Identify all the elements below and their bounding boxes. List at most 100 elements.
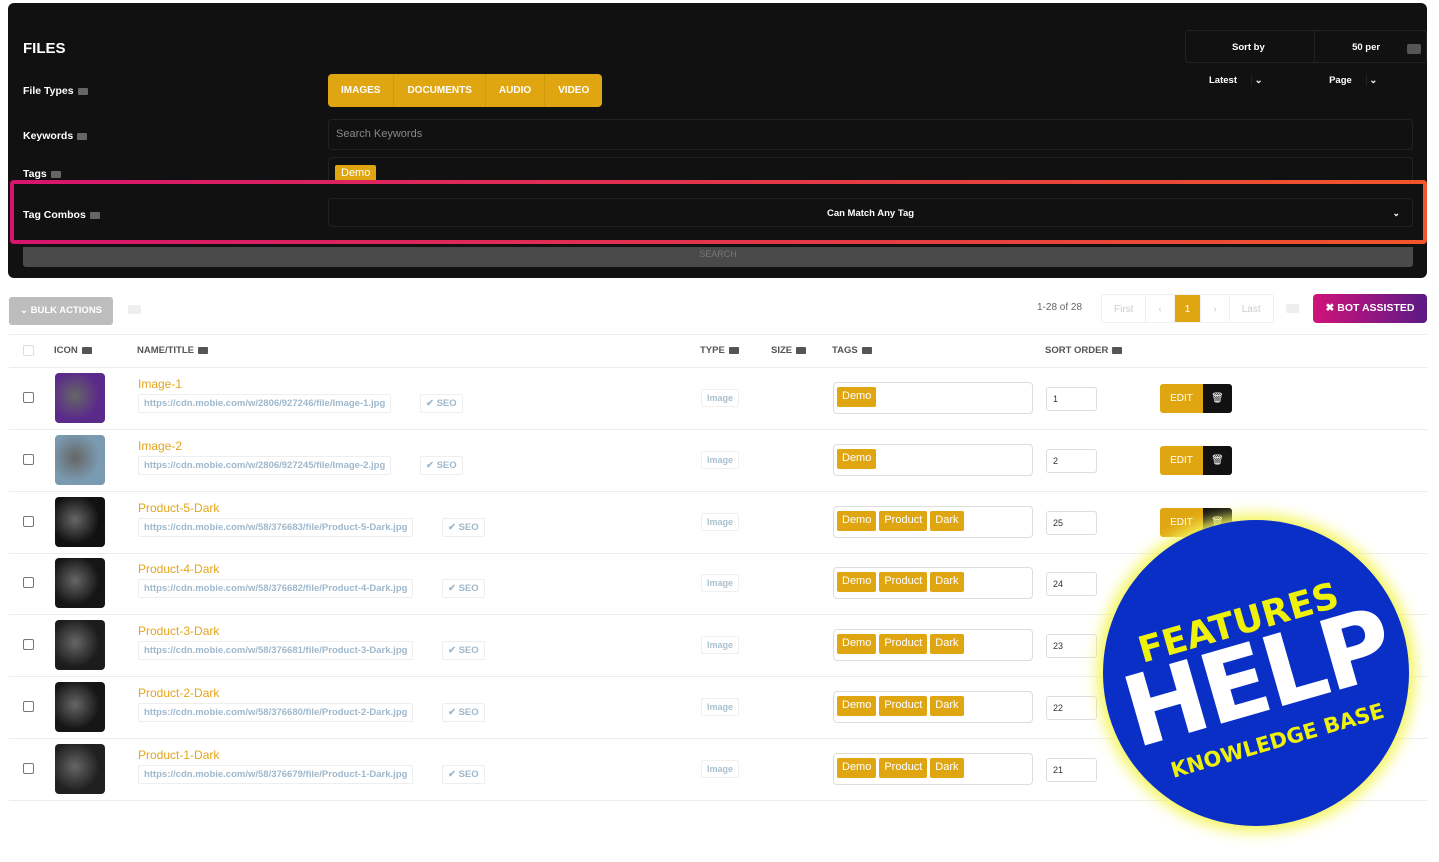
- sort-order-input[interactable]: 23: [1046, 634, 1097, 659]
- search-button[interactable]: SEARCH: [23, 247, 1413, 267]
- video-help-icon[interactable]: [1407, 44, 1421, 54]
- page-prev[interactable]: ‹: [1146, 295, 1175, 322]
- file-thumbnail[interactable]: [55, 743, 105, 794]
- tags-field[interactable]: Demo Product Dark: [833, 691, 1033, 723]
- file-name-link[interactable]: Product-2-Dark: [138, 686, 220, 700]
- file-thumbnail[interactable]: [55, 496, 105, 547]
- video-help-icon[interactable]: [1112, 346, 1123, 354]
- tag-chip[interactable]: Demo: [837, 757, 877, 778]
- row-checkbox[interactable]: [23, 453, 34, 465]
- file-url[interactable]: https://cdn.mobie.com/w/2806/927245/file…: [138, 455, 392, 475]
- file-url[interactable]: https://cdn.mobie.com/w/58/376681/file/P…: [138, 641, 414, 661]
- trash-icon[interactable]: 🗑: [1203, 384, 1232, 413]
- file-url[interactable]: https://cdn.mobie.com/w/2806/927246/file…: [138, 394, 392, 413]
- file-url[interactable]: https://cdn.mobie.com/w/58/376680/file/P…: [138, 703, 414, 722]
- tag-chip[interactable]: Dark: [930, 757, 964, 778]
- file-name-link[interactable]: Product-4-Dark: [138, 562, 220, 577]
- tag-chip[interactable]: Product: [879, 510, 928, 531]
- video-help-icon[interactable]: [81, 346, 92, 354]
- tags-field[interactable]: Demo Product Dark: [833, 752, 1033, 785]
- file-type-video[interactable]: VIDEO: [558, 85, 590, 96]
- file-thumbnail[interactable]: [55, 434, 105, 485]
- tag-chip[interactable]: Dark: [930, 510, 964, 531]
- video-help-icon[interactable]: [796, 346, 807, 354]
- tags-field[interactable]: Demo Product Dark: [833, 629, 1033, 662]
- row-checkbox[interactable]: [23, 701, 34, 712]
- tags-input[interactable]: Demo: [328, 157, 1413, 183]
- sort-order-input[interactable]: 25: [1046, 510, 1097, 535]
- file-url[interactable]: https://cdn.mobie.com/w/58/376679/file/P…: [138, 764, 414, 784]
- tags-field[interactable]: Demo: [833, 382, 1033, 414]
- select-all-checkbox[interactable]: [23, 345, 34, 356]
- file-thumbnail[interactable]: [55, 558, 105, 609]
- seo-button[interactable]: ✔ SEO: [442, 641, 485, 661]
- video-help-icon[interactable]: [728, 346, 739, 354]
- page-first[interactable]: First: [1102, 295, 1147, 322]
- row-checkbox[interactable]: [23, 762, 34, 774]
- tag-chip[interactable]: Demo: [837, 634, 877, 655]
- tag-chip[interactable]: Dark: [930, 572, 964, 593]
- edit-button[interactable]: EDIT: [1160, 384, 1203, 413]
- tag-chip[interactable]: Demo: [837, 510, 877, 531]
- tags-field[interactable]: Demo: [833, 443, 1033, 476]
- video-help-icon[interactable]: [50, 170, 61, 178]
- tag-chip[interactable]: Demo: [837, 387, 877, 407]
- row-checkbox[interactable]: [23, 392, 34, 403]
- seo-button[interactable]: ✔ SEO: [420, 455, 463, 475]
- seo-button[interactable]: ✔ SEO: [420, 394, 463, 413]
- file-type-audio[interactable]: AUDIO: [486, 74, 546, 107]
- sort-order-input[interactable]: 21: [1046, 757, 1097, 782]
- sort-select[interactable]: Sort by Latest ⌄: [1186, 31, 1316, 86]
- tag-chip[interactable]: Dark: [930, 696, 964, 716]
- video-help-icon[interactable]: [89, 211, 100, 219]
- sort-order-input[interactable]: 1: [1046, 387, 1097, 411]
- row-checkbox[interactable]: [23, 639, 34, 651]
- help-badge-logo[interactable]: FEATURES HELP KNOWLEDGE BASE: [1103, 520, 1409, 826]
- tags-field[interactable]: Demo Product Dark: [833, 505, 1033, 538]
- trash-icon[interactable]: 🗑: [1203, 445, 1232, 475]
- col-sort-order[interactable]: SORT ORDER: [1045, 345, 1123, 356]
- tag-chip[interactable]: Dark: [930, 634, 964, 655]
- file-thumbnail[interactable]: [55, 682, 105, 732]
- tag-combos-select[interactable]: Can Match Any Tag ⌄: [328, 198, 1413, 227]
- file-url[interactable]: https://cdn.mobie.com/w/58/376682/file/P…: [138, 579, 414, 599]
- tag-chip[interactable]: Demo: [837, 448, 877, 469]
- row-checkbox[interactable]: [23, 515, 34, 527]
- tag-chip[interactable]: Demo: [837, 572, 877, 593]
- row-checkbox[interactable]: [23, 577, 34, 589]
- seo-button[interactable]: ✔ SEO: [442, 579, 485, 599]
- tags-field[interactable]: Demo Product Dark: [833, 567, 1033, 600]
- seo-button[interactable]: ✔ SEO: [442, 517, 485, 537]
- video-help-icon[interactable]: [198, 346, 208, 354]
- video-help-icon[interactable]: [128, 305, 141, 314]
- video-help-icon[interactable]: [861, 346, 872, 354]
- file-name-link[interactable]: Image-1: [138, 377, 183, 391]
- file-url[interactable]: https://cdn.mobie.com/w/58/376683/file/P…: [138, 517, 414, 537]
- tag-chip[interactable]: Product: [879, 696, 928, 716]
- col-size[interactable]: SIZE: [771, 345, 807, 356]
- file-type-images[interactable]: IMAGES: [328, 74, 395, 107]
- tag-chip[interactable]: Product: [879, 634, 928, 655]
- tag-chip[interactable]: Demo: [837, 696, 877, 716]
- edit-button[interactable]: EDIT: [1160, 445, 1203, 475]
- col-name[interactable]: NAME/TITLE: [137, 345, 208, 356]
- tag-chip[interactable]: Demo: [335, 165, 377, 181]
- col-type[interactable]: TYPE: [700, 345, 739, 356]
- file-name-link[interactable]: Product-5-Dark: [138, 500, 220, 515]
- page-current[interactable]: 1: [1174, 295, 1202, 322]
- file-thumbnail[interactable]: [55, 620, 105, 671]
- file-name-link[interactable]: Image-2: [138, 438, 183, 453]
- video-help-icon[interactable]: [77, 87, 88, 95]
- sort-order-input[interactable]: 22: [1046, 696, 1097, 720]
- file-thumbnail[interactable]: [55, 373, 105, 423]
- page-last[interactable]: Last: [1241, 304, 1261, 315]
- seo-button[interactable]: ✔ SEO: [442, 703, 485, 722]
- sort-order-input[interactable]: 2: [1046, 448, 1097, 473]
- tag-chip[interactable]: Product: [879, 572, 928, 593]
- per-page-select[interactable]: 50 per Page ⌄: [1329, 42, 1381, 86]
- seo-button[interactable]: ✔ SEO: [442, 764, 485, 784]
- file-type-documents[interactable]: DOCUMENTS: [394, 74, 486, 107]
- sort-order-input[interactable]: 24: [1046, 572, 1097, 597]
- bulk-actions-button[interactable]: ⌄ BULK ACTIONS: [9, 297, 113, 325]
- bot-assisted-button[interactable]: ✖ BOT ASSISTED: [1313, 294, 1427, 323]
